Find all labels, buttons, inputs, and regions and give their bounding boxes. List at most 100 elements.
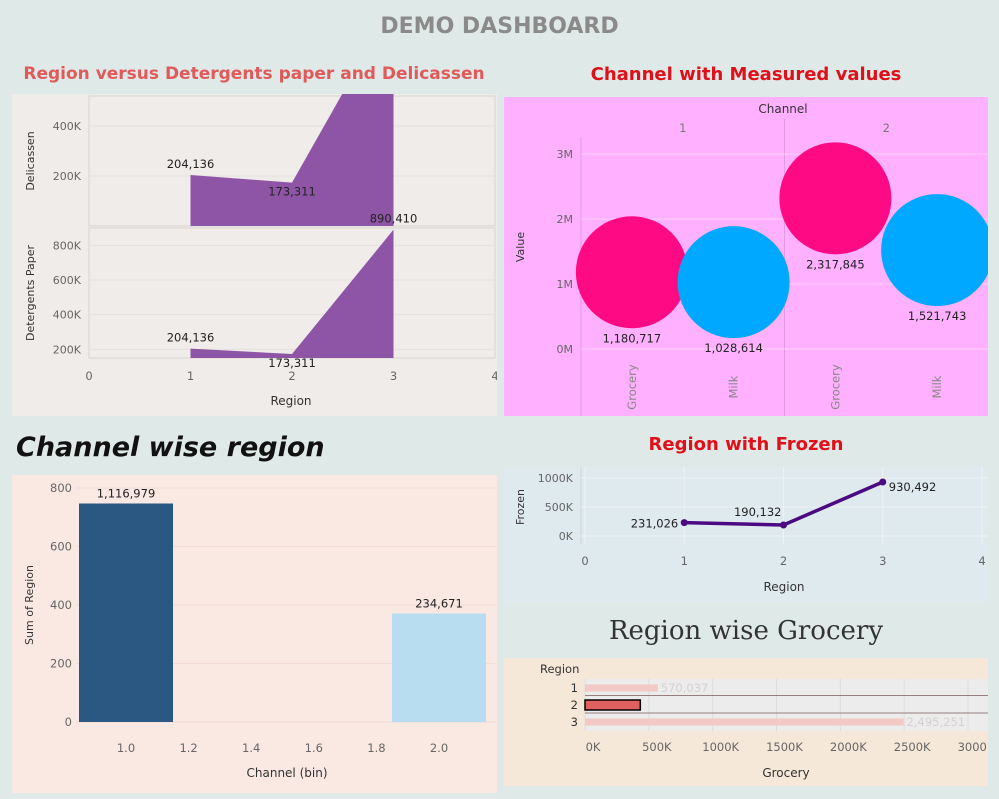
area-y-tick-label: 800K — [53, 239, 82, 252]
hbar-chart-title: Region wise Grocery — [608, 616, 884, 646]
hbar-chart: Region 0K 500K 1000K 1500K 2000K 2500K 3000K 1 57… — [540, 662, 995, 780]
bubble-column-header: Channel — [758, 102, 807, 116]
area-y-tick-label: 400K — [53, 309, 82, 322]
area-chart-panel: 200K 400K 204,136 173,311 890,410 Delicassen 2… — [12, 3, 499, 416]
hbar-category-label: 1 — [571, 681, 578, 695]
bar-x-tick-label: 2.0 — [430, 741, 448, 755]
bar-data-label: 234,671 — [415, 596, 463, 610]
hbar-x-tick-label: 3000K — [958, 740, 988, 754]
bubble-mark-milk — [677, 226, 790, 339]
bubble-chart-title: Channel with Measured values — [590, 64, 902, 85]
area-x-tick-label: 3 — [390, 369, 397, 383]
area-data-label: 204,136 — [167, 157, 215, 171]
bubble-data-label: 1,180,717 — [603, 331, 662, 345]
bubble-data-label: 2,317,845 — [806, 257, 865, 271]
hbar-mark — [584, 699, 642, 711]
bubble-y-tick-label: 3M — [557, 148, 574, 161]
bar-y-tick-label: 600 — [50, 540, 72, 554]
area-y-tick-label: 400K — [53, 120, 82, 133]
bar-x-tick-label: 1.2 — [179, 741, 197, 755]
bar-x-tick-label: 1.8 — [367, 741, 385, 755]
bubble-category-label: Milk — [930, 375, 944, 398]
hbar-x-tick-label: 1000K — [702, 740, 739, 754]
line-point — [879, 478, 887, 486]
area-series-fill — [190, 3, 394, 227]
area-panel-frame — [88, 227, 496, 359]
bubble-data-label: 1,028,614 — [704, 341, 763, 355]
hbar-x-tick-label: 500K — [642, 740, 672, 754]
bubble-chart-panel: Channel 1 2 0M 1M 2M 3M Value 1,180,717 1,028,614… — [504, 97, 994, 416]
bubble-channel-header: 1 — [679, 121, 686, 135]
bubble-chart: Channel 1 2 0M 1M 2M 3M Value 1,180,717 1,028,614… — [514, 102, 994, 416]
area-chart-title: Region versus Detergents paper and Delic… — [23, 64, 485, 84]
bubble-y-tick-label: 1M — [557, 278, 574, 291]
bar-chart-title: Channel wise region — [16, 432, 325, 463]
bubble-mark-grocery — [575, 216, 688, 329]
line-chart-panel: 0K 500K 1000K 0 1 2 3 4 231,026 190,132 930,492 Reg… — [504, 467, 988, 602]
area-data-label: 173,311 — [268, 185, 316, 199]
line-x-tick-label: 4 — [978, 554, 985, 568]
bar-x-axis-label: Channel (bin) — [247, 766, 328, 780]
area-x-tick-label: 0 — [85, 369, 92, 383]
bubble-y-tick-label: 0M — [557, 343, 574, 356]
line-x-tick-label: 0 — [581, 554, 588, 568]
line-data-label: 190,132 — [734, 505, 782, 519]
area-x-tick-label: 2 — [288, 369, 295, 383]
bubble-mark-grocery — [779, 142, 892, 255]
line-y-tick-label: 1000K — [538, 472, 574, 485]
area-y-tick-label: 600K — [53, 274, 82, 287]
line-x-axis-label: Region — [763, 580, 804, 594]
bar-x-tick-label: 1.0 — [117, 741, 135, 755]
hbar-x-axis-label: Grocery — [762, 766, 809, 780]
area-y-tick-label: 200K — [53, 343, 82, 356]
bar-mark — [79, 503, 173, 722]
area-chart: 200K 400K 204,136 173,311 890,410 Delicassen 2… — [24, 3, 499, 408]
line-data-label: 231,026 — [631, 517, 679, 531]
hbar-row-header: Region — [540, 662, 579, 676]
hbar-category-label: 3 — [571, 715, 578, 729]
bar-y-tick-label: 200 — [50, 657, 72, 671]
line-point — [680, 519, 688, 527]
line-chart-title: Region with Frozen — [648, 434, 844, 455]
line-y-tick-label: 500K — [545, 501, 574, 514]
hbar-data-label: 570,037 — [661, 681, 709, 695]
hbar-chart-panel: Region 0K 500K 1000K 1500K 2000K 2500K 3000K 1 57… — [504, 658, 995, 786]
dashboard-title: DEMO DASHBOARD — [380, 14, 619, 39]
bubble-category-label: Grocery — [625, 364, 639, 410]
bubble-category-label: Milk — [727, 375, 741, 398]
hbar-x-tick-label: 1500K — [766, 740, 803, 754]
bar-y-axis-label: Sum of Region — [23, 565, 36, 645]
area-data-label: 204,136 — [167, 331, 215, 345]
bar-mark — [392, 613, 486, 722]
line-data-label: 930,492 — [889, 480, 937, 494]
hbar-data-label: 2,495,251 — [907, 715, 966, 729]
bar-chart: 0 200 400 600 800 1,116,979 234,671 1.0 1.2 1.4 1.… — [23, 481, 496, 780]
line-chart: 0K 500K 1000K 0 1 2 3 4 231,026 190,132 930,492 Reg… — [514, 467, 988, 594]
area-data-label: 173,311 — [268, 356, 316, 370]
line-x-tick-label: 2 — [780, 554, 787, 568]
line-x-tick-label: 3 — [879, 554, 886, 568]
area-data-label: 890,410 — [370, 212, 418, 226]
line-y-axis-label: Frozen — [514, 489, 527, 525]
bubble-category-label: Grocery — [828, 364, 842, 410]
hbar-x-tick-label: 2500K — [894, 740, 931, 754]
hbar-mark — [585, 684, 658, 692]
area-x-tick-label: 1 — [187, 369, 194, 383]
bubble-y-tick-label: 2M — [557, 213, 574, 226]
bar-x-tick-label: 1.6 — [305, 741, 323, 755]
area-y-axis-label: Delicassen — [24, 131, 37, 190]
bar-data-label: 1,116,979 — [97, 487, 156, 501]
bar-chart-panel: 0 200 400 600 800 1,116,979 234,671 1.0 1.2 1.4 1.… — [12, 475, 497, 793]
area-y-axis-label: Detergents Paper — [24, 244, 37, 341]
bar-y-tick-label: 0 — [65, 715, 72, 729]
bar-y-tick-label: 800 — [50, 481, 72, 495]
bar-x-tick-label: 1.4 — [242, 741, 260, 755]
line-x-tick-label: 1 — [681, 554, 688, 568]
area-x-axis-label: Region — [270, 394, 311, 408]
hbar-x-tick-label: 0K — [586, 740, 601, 754]
bubble-mark-milk — [881, 194, 994, 307]
hbar-category-label: 2 — [571, 698, 578, 712]
bubble-data-label: 1,521,743 — [908, 309, 967, 323]
area-y-tick-label: 200K — [53, 170, 82, 183]
hbar-mark — [585, 718, 904, 726]
